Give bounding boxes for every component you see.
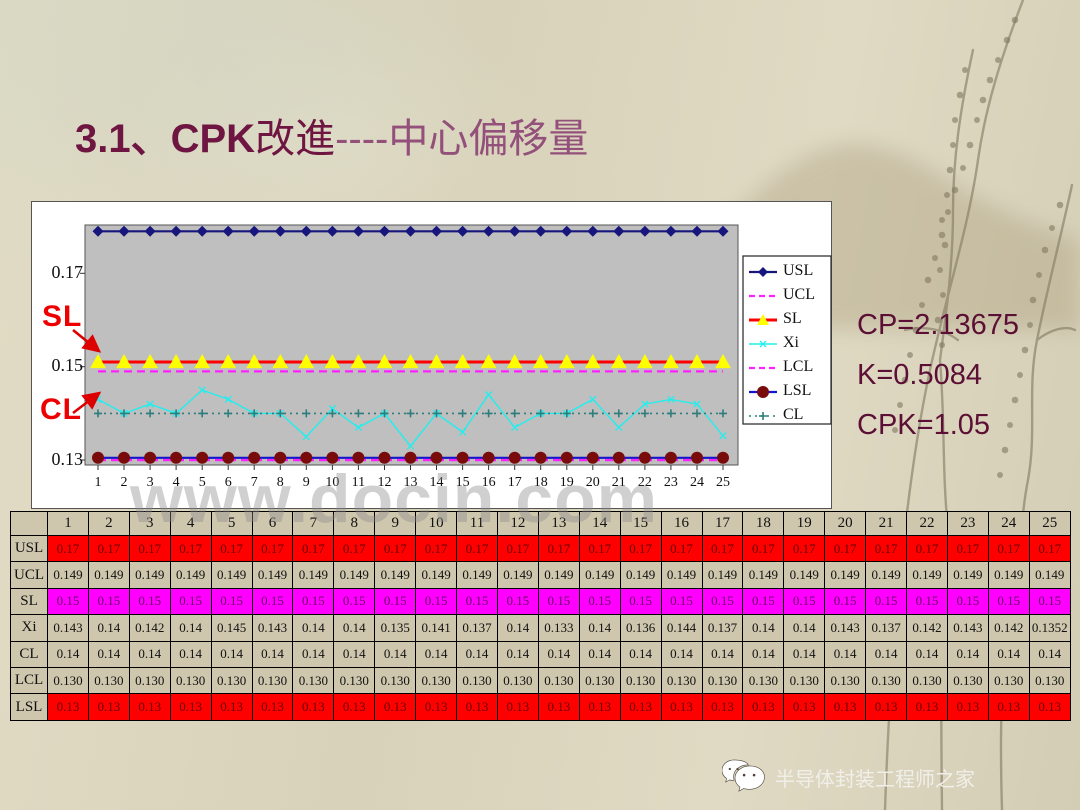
svg-text:7: 7 <box>251 475 258 490</box>
svg-text:4: 4 <box>173 475 180 490</box>
svg-text:15: 15 <box>456 475 470 490</box>
svg-text:18: 18 <box>534 475 548 490</box>
svg-text:2: 2 <box>121 475 128 490</box>
svg-text:9: 9 <box>303 475 310 490</box>
svg-text:11: 11 <box>352 475 365 490</box>
svg-text:10: 10 <box>325 475 339 490</box>
svg-text:19: 19 <box>560 475 574 490</box>
svg-text:5: 5 <box>199 475 206 490</box>
svg-text:1: 1 <box>95 475 102 490</box>
svg-text:23: 23 <box>664 475 678 490</box>
svg-text:24: 24 <box>690 475 704 490</box>
svg-text:21: 21 <box>612 475 626 490</box>
svg-text:22: 22 <box>638 475 652 490</box>
svg-text:12: 12 <box>378 475 392 490</box>
svg-text:14: 14 <box>430 475 444 490</box>
svg-text:17: 17 <box>508 475 522 490</box>
svg-text:20: 20 <box>586 475 600 490</box>
svg-text:6: 6 <box>225 475 232 490</box>
svg-text:16: 16 <box>482 475 496 490</box>
svg-text:13: 13 <box>404 475 418 490</box>
svg-text:8: 8 <box>277 475 284 490</box>
svg-text:25: 25 <box>716 475 730 490</box>
svg-text:3: 3 <box>147 475 154 490</box>
